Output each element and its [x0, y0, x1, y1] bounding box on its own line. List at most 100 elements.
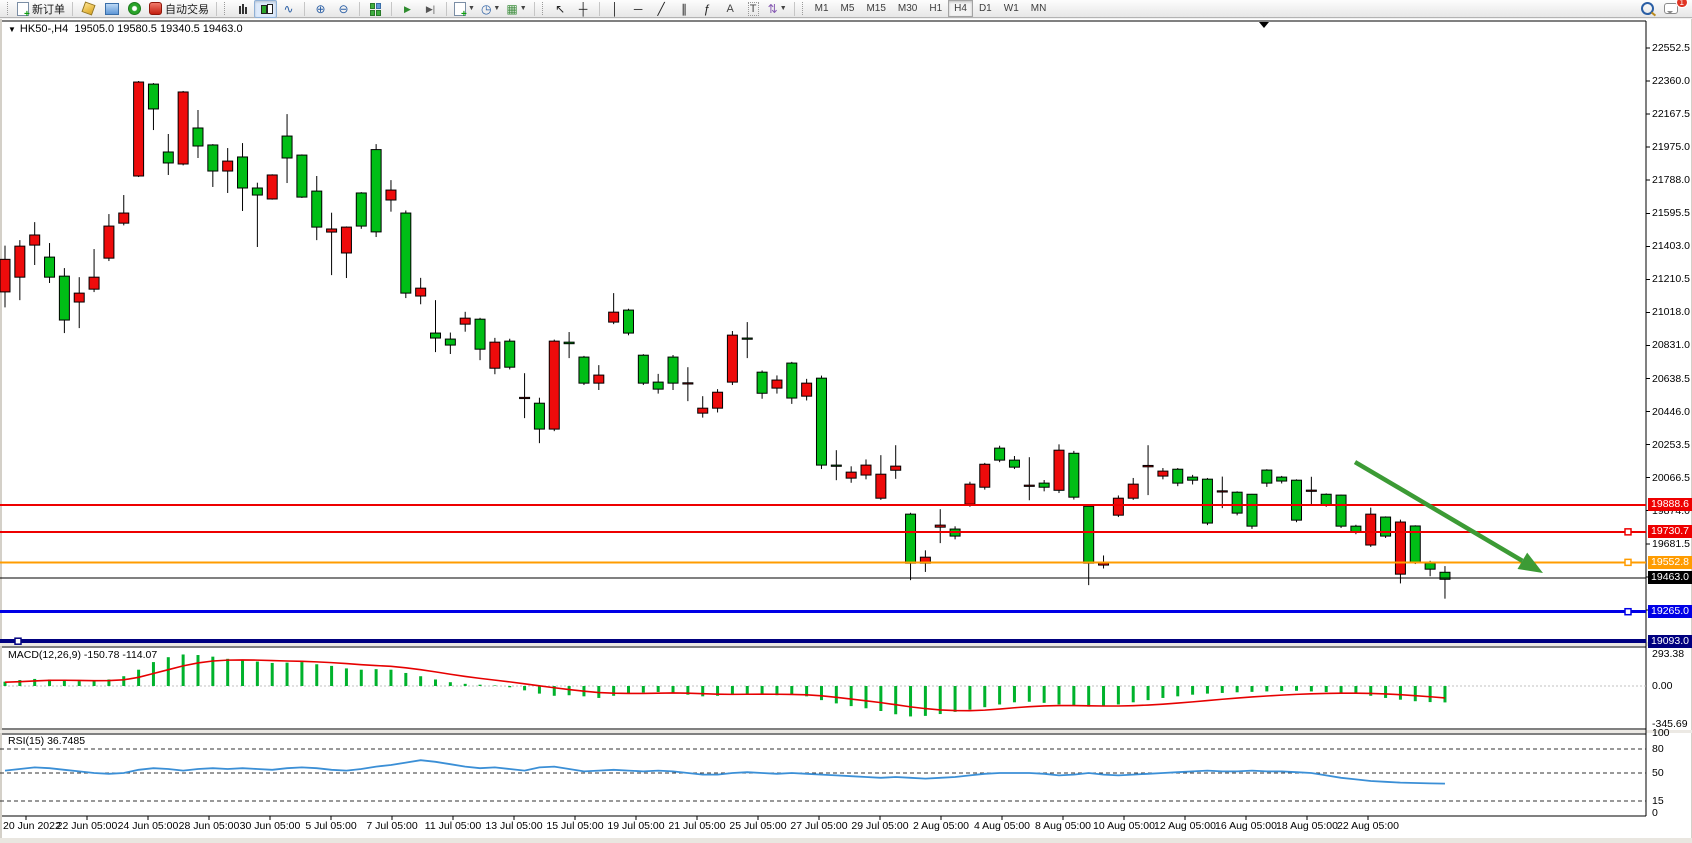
cursor-button[interactable]: ↖	[549, 0, 572, 18]
bear-candle	[133, 81, 145, 177]
bear-candle	[1127, 483, 1139, 499]
time-axis-label: 22 Aug 05:00	[1337, 820, 1399, 832]
timeframe-m5[interactable]: M5	[840, 3, 855, 14]
bull-candle	[563, 341, 575, 345]
bear-candle	[88, 276, 100, 290]
time-axis-label: 29 Jul 05:00	[851, 820, 909, 832]
autotrade-button[interactable]: 自动交易	[146, 0, 212, 18]
timeframe-m15[interactable]: M15	[866, 3, 886, 14]
chart-window-button[interactable]	[100, 0, 123, 18]
timeframe-h4[interactable]: H4	[948, 0, 973, 17]
timeframe-mn[interactable]: MN	[1030, 3, 1047, 14]
macd-axis-label: -345.69	[1652, 717, 1688, 730]
bear-candle	[890, 465, 902, 471]
trendline-button[interactable]: ╱	[650, 0, 673, 18]
price-axis-label: 20831.0	[1652, 339, 1690, 352]
toolbar-grip[interactable]	[224, 2, 228, 15]
toolbar-grip[interactable]	[7, 2, 11, 15]
bull-candle	[444, 338, 456, 346]
title-marker-icon: ▼	[8, 25, 16, 34]
fibonacci-button[interactable]: ƒ	[696, 0, 719, 18]
timeframe-h1[interactable]: H1	[929, 3, 943, 14]
rsi-axis-label: 80	[1652, 743, 1664, 755]
trend-arrow-head[interactable]	[1517, 552, 1543, 573]
crosshair-button[interactable]: ┼	[572, 0, 595, 18]
new-order-icon: +	[17, 1, 30, 19]
bear-candle	[1157, 470, 1169, 477]
candlestick-chart-button[interactable]	[254, 0, 277, 18]
bull-candle	[1424, 562, 1436, 570]
bull-candle	[296, 154, 308, 198]
bear-candle	[548, 340, 560, 430]
zoom-out-button[interactable]: ⊖	[332, 0, 355, 18]
level-handle[interactable]	[1624, 528, 1632, 536]
bull-candle	[311, 190, 323, 228]
toolbar-grip[interactable]	[801, 2, 806, 15]
time-axis-label: 10 Aug 05:00	[1093, 820, 1155, 832]
arrows-button[interactable]: ⇅ ▼	[765, 0, 790, 18]
chat-icon	[1663, 3, 1678, 14]
signals-button[interactable]	[123, 0, 146, 18]
timeframe-m30[interactable]: M30	[897, 3, 918, 14]
text-label-icon: T	[747, 1, 759, 16]
chart-shift-marker[interactable]	[1259, 22, 1269, 28]
text-button[interactable]: A	[719, 0, 742, 18]
auto-scroll-button[interactable]: ▶	[396, 0, 419, 18]
level-handle[interactable]	[1624, 607, 1632, 616]
vertical-line-button[interactable]: │	[604, 0, 627, 18]
tile-windows-button[interactable]	[364, 0, 387, 18]
zoom-in-button[interactable]: ⊕	[309, 0, 332, 18]
bear-candle	[385, 189, 397, 201]
time-axis-label: 8 Aug 05:00	[1034, 820, 1092, 832]
rsi-line	[4, 759, 1445, 785]
bull-candle	[58, 275, 70, 321]
periods-button[interactable]: ◷ ▼	[478, 0, 503, 18]
trendline-icon: ╱	[657, 1, 665, 16]
chart-title: ▼ HK50-,H4 19505.0 19580.5 19340.5 19463.…	[8, 23, 243, 35]
bear-candle	[845, 471, 857, 479]
search-button[interactable]	[1636, 0, 1659, 18]
timeframe-m1[interactable]: M1	[814, 3, 829, 14]
signals-icon	[128, 2, 141, 15]
bar-chart-button[interactable]	[231, 0, 254, 18]
level-handle[interactable]	[1624, 558, 1632, 567]
pane-separator[interactable]	[0, 730, 1692, 733]
bear-candle	[118, 212, 130, 224]
chart-shift-icon: ▶|	[425, 3, 436, 14]
bear-candle	[875, 473, 887, 499]
time-axis-label: 15 Jul 05:00	[546, 820, 604, 832]
price-level-badge: 19093.0	[1648, 634, 1692, 648]
toolbar-grip[interactable]	[541, 2, 546, 15]
chat-button[interactable]: 1	[1659, 0, 1688, 18]
level-handle[interactable]	[14, 637, 22, 645]
macd-signal-line	[4, 659, 1446, 712]
indicators-button[interactable]: + ▼	[451, 0, 478, 19]
trend-arrow-shaft[interactable]	[1353, 460, 1524, 563]
time-axis-label: 11 Jul 05:00	[424, 820, 482, 832]
bull-candle	[1068, 452, 1080, 498]
text-label-button[interactable]: T	[742, 0, 765, 18]
channel-button[interactable]: ∥	[673, 0, 696, 18]
time-axis-label: 24 Jun 05:00	[117, 820, 179, 832]
pane-separator[interactable]	[0, 642, 1692, 646]
clock-icon: ◷	[480, 1, 492, 16]
chevron-down-icon: ▼	[468, 5, 475, 12]
quotes-button[interactable]	[77, 0, 100, 18]
line-chart-button[interactable]: ∿	[277, 0, 300, 18]
new-order-button[interactable]: + 新订单	[14, 0, 68, 19]
price-level-badge: 19265.0	[1648, 605, 1692, 619]
chart-shift-button[interactable]: ▶|	[419, 0, 442, 18]
line-chart-icon: ∿	[283, 1, 294, 16]
bull-candle	[147, 83, 159, 110]
bull-candle	[533, 402, 545, 430]
horizontal-line-button[interactable]: ─	[627, 0, 650, 18]
arrows-icon: ⇅	[767, 1, 778, 16]
bull-candle	[192, 127, 204, 147]
bear-candle	[1023, 484, 1035, 487]
templates-button[interactable]: ▦ ▼	[503, 0, 529, 18]
fibonacci-icon: ƒ	[703, 1, 711, 16]
timeframe-d1[interactable]: D1	[978, 3, 992, 14]
chart-window-icon	[104, 2, 119, 15]
timeframe-w1[interactable]: W1	[1003, 3, 1019, 14]
